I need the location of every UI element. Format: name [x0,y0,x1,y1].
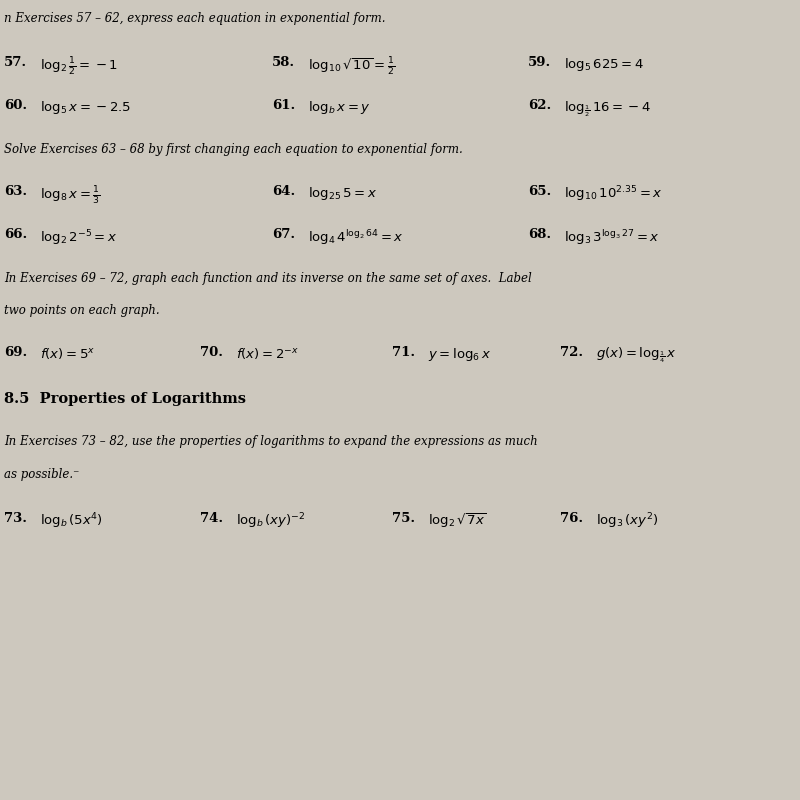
Text: Solve Exercises 63 – 68 by first changing each equation to exponential form.: Solve Exercises 63 – 68 by first changin… [4,143,462,156]
Text: $\log_{25} 5 = x$: $\log_{25} 5 = x$ [308,185,378,202]
Text: In Exercises 73 – 82, use the properties of logarithms to expand the expressions: In Exercises 73 – 82, use the properties… [4,435,538,449]
Text: 57.: 57. [4,56,27,69]
Text: $\log_3 3^{\log_3 27} = x$: $\log_3 3^{\log_3 27} = x$ [564,228,660,247]
Text: n Exercises 57 – 62, express each equation in exponential form.: n Exercises 57 – 62, express each equati… [4,12,386,25]
Text: $f(x) = 5^x$: $f(x) = 5^x$ [40,346,95,361]
Text: two points on each graph.: two points on each graph. [4,305,160,318]
Text: 60.: 60. [4,99,27,112]
Text: $\log_5 625 = 4$: $\log_5 625 = 4$ [564,56,644,73]
Text: 76.: 76. [560,512,583,525]
Text: $\log_b (5x^4)$: $\log_b (5x^4)$ [40,512,103,531]
Text: 62.: 62. [528,99,551,112]
Text: 58.: 58. [272,56,295,69]
Text: 66.: 66. [4,228,27,242]
Text: 63.: 63. [4,185,27,198]
Text: $\log_5 x = -2.5$: $\log_5 x = -2.5$ [40,99,131,116]
Text: 68.: 68. [528,228,551,242]
Text: 8.5  Properties of Logarithms: 8.5 Properties of Logarithms [4,392,246,406]
Text: 74.: 74. [200,512,223,525]
Text: $\log_4 4^{\log_2 64} = x$: $\log_4 4^{\log_2 64} = x$ [308,228,404,247]
Text: 73.: 73. [4,512,27,525]
Text: $\log_2 \frac{1}{2} = -1$: $\log_2 \frac{1}{2} = -1$ [40,56,118,78]
Text: $f(x) = 2^{-x}$: $f(x) = 2^{-x}$ [236,346,299,361]
Text: $\log_{\frac{1}{2}} 16 = -4$: $\log_{\frac{1}{2}} 16 = -4$ [564,99,651,119]
Text: as possible.⁻: as possible.⁻ [4,468,79,481]
Text: $\log_{10} 10^{2.35} = x$: $\log_{10} 10^{2.35} = x$ [564,185,663,204]
Text: $g(x) = \log_{\frac{1}{4}} x$: $g(x) = \log_{\frac{1}{4}} x$ [596,346,677,366]
Text: 67.: 67. [272,228,295,242]
Text: $\log_2 2^{-5} = x$: $\log_2 2^{-5} = x$ [40,228,118,248]
Text: 64.: 64. [272,185,295,198]
Text: 71.: 71. [392,346,415,359]
Text: 65.: 65. [528,185,551,198]
Text: 72.: 72. [560,346,583,359]
Text: $y = \log_6 x$: $y = \log_6 x$ [428,346,491,363]
Text: 70.: 70. [200,346,223,359]
Text: $\log_8 x = \frac{1}{3}$: $\log_8 x = \frac{1}{3}$ [40,185,101,206]
Text: $\log_{10} \sqrt{10} = \frac{1}{2}$: $\log_{10} \sqrt{10} = \frac{1}{2}$ [308,56,395,78]
Text: 59.: 59. [528,56,551,69]
Text: $\log_b x = y$: $\log_b x = y$ [308,99,371,116]
Text: 75.: 75. [392,512,415,525]
Text: In Exercises 69 – 72, graph each function and its inverse on the same set of axe: In Exercises 69 – 72, graph each functio… [4,272,532,285]
Text: 69.: 69. [4,346,27,359]
Text: $\log_b (xy)^{-2}$: $\log_b (xy)^{-2}$ [236,512,306,531]
Text: $\log_3 (xy^2)$: $\log_3 (xy^2)$ [596,512,658,531]
Text: $\log_2 \sqrt{7x}$: $\log_2 \sqrt{7x}$ [428,512,486,530]
Text: 61.: 61. [272,99,295,112]
